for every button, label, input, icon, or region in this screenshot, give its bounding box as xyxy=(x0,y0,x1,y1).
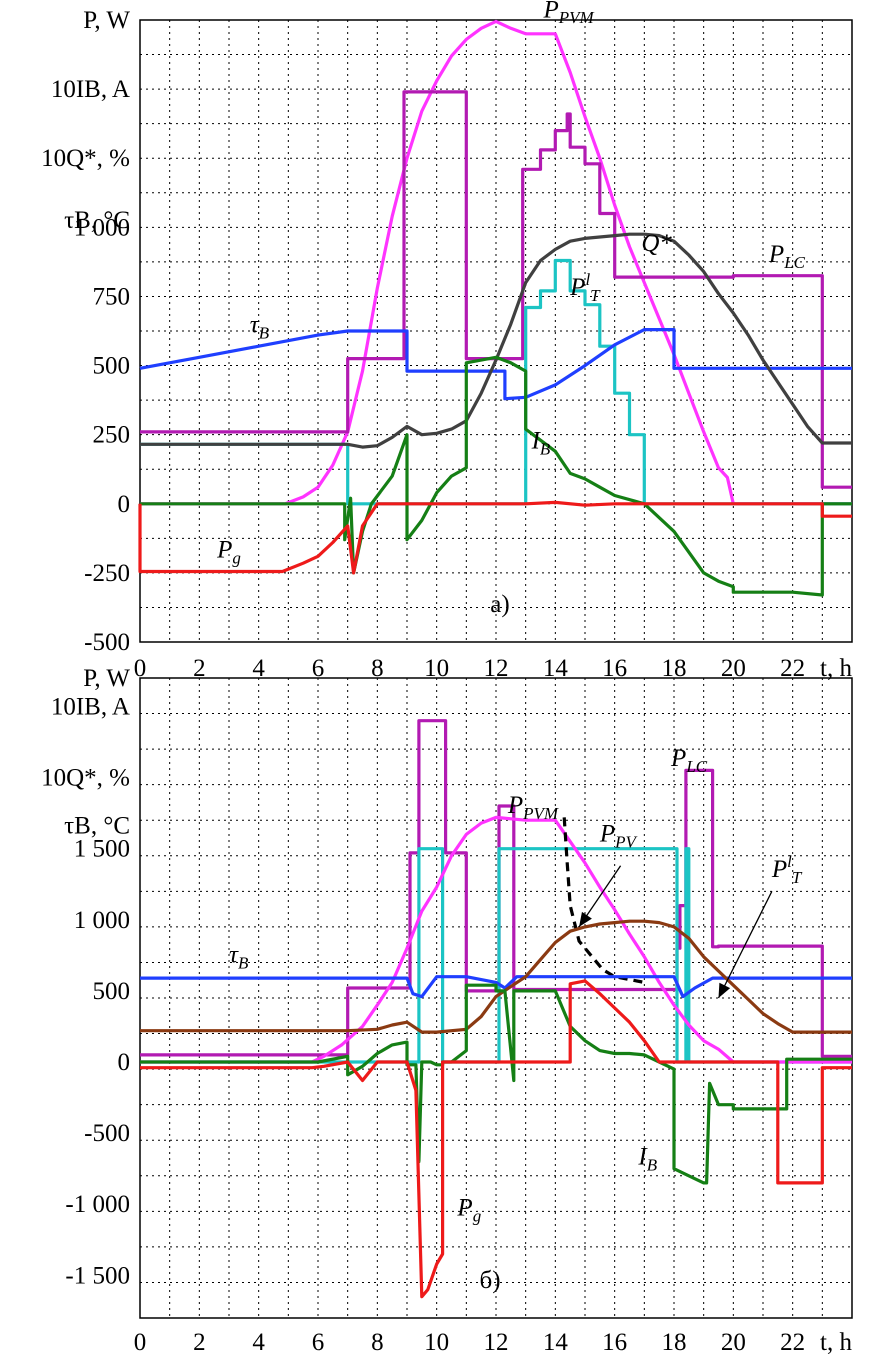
y-tick-label: 250 xyxy=(93,422,131,449)
series-label-p-t: PlT xyxy=(771,852,803,887)
series-line-q- xyxy=(140,919,852,1034)
series-label-p-g: Pg xyxy=(216,537,241,568)
y-axis-label: P, W xyxy=(83,665,130,692)
y-axis-label: 10IB, A xyxy=(51,76,130,103)
x-tick-label: 14 xyxy=(543,1329,569,1356)
panel-label: б) xyxy=(479,1267,500,1294)
y-axis-label: τB, °C xyxy=(64,207,130,234)
series-label-i-b: IB xyxy=(637,1143,657,1174)
x-tick-label: 2 xyxy=(193,655,206,682)
x-tick-label: 22 xyxy=(780,1329,805,1356)
series-label-p-lc: PLC xyxy=(768,241,806,272)
series-line-i-b xyxy=(140,355,852,597)
y-axis-label: 10Q*, % xyxy=(41,145,130,172)
series-line-p-t xyxy=(140,847,852,1064)
series-line-p-g xyxy=(140,979,852,1299)
y-axis-label: 10Q*, % xyxy=(41,765,130,792)
x-tick-label: 16 xyxy=(602,1329,627,1356)
x-tick-label: 18 xyxy=(662,1329,687,1356)
y-tick-label: 0 xyxy=(118,491,131,518)
x-tick-label: 4 xyxy=(252,1329,265,1356)
x-tick-label: 10 xyxy=(424,1329,449,1356)
x-tick-label: 4 xyxy=(252,655,265,682)
annotation-arrow-head xyxy=(718,982,731,998)
series-label-p-t: PlT xyxy=(569,270,601,305)
annotation-arrow-head xyxy=(579,911,592,927)
series-label-p-lc: PLC xyxy=(670,745,708,776)
series-line-p-lc xyxy=(140,719,852,1058)
y-axis-label: τB, °C xyxy=(64,813,130,840)
series-label-p-g: Pg xyxy=(456,1195,481,1226)
series-label-p-pvm: PPVM xyxy=(507,792,559,823)
series-label--b: τB xyxy=(250,311,270,342)
y-tick-label: -500 xyxy=(84,1120,130,1147)
y-tick-label: 1 500 xyxy=(74,836,130,863)
chart-panel-b: 1 500 1 000 500 0 -500 -1 000 -1 500 P, W10IB, … xyxy=(41,665,853,1356)
series-label-q-: Q* xyxy=(641,230,672,257)
y-axis-label: P, W xyxy=(83,7,130,34)
x-tick-label: 6 xyxy=(312,1329,325,1356)
x-tick-label: 20 xyxy=(721,1329,746,1356)
series-label-p-pv: PPV xyxy=(599,821,639,852)
chart-panel-a: 1 000 750 500 250 0 -250 -500 P, W 10IB, A 10Q*, … xyxy=(41,0,853,682)
y-tick-label: 0 xyxy=(118,1049,131,1076)
y-tick-label: -1 500 xyxy=(65,1262,130,1289)
y-axis-label: 10IB, A xyxy=(51,693,130,720)
series-line-p-g xyxy=(138,500,852,575)
series-line-q- xyxy=(140,232,852,449)
y-tick-label: -1 000 xyxy=(65,1191,130,1218)
y-tick-label: 1 000 xyxy=(74,214,130,241)
x-tick-label: 0 xyxy=(134,655,147,682)
y-tick-label: 750 xyxy=(93,283,131,310)
series-line-p-pvm xyxy=(140,19,852,506)
plot-frame xyxy=(139,677,853,1319)
x-tick-label: 8 xyxy=(371,655,384,682)
x-axis-label: t, h xyxy=(820,1329,852,1356)
x-tick-label: 8 xyxy=(371,1329,384,1356)
series-line-p-lc xyxy=(140,90,852,489)
annotation-arrow-line xyxy=(717,891,773,999)
series-line--b xyxy=(140,975,852,999)
y-tick-label: 1 000 xyxy=(74,907,130,934)
panel-label: а) xyxy=(490,591,509,618)
series-label--b: τB xyxy=(229,941,249,972)
x-tick-label: 2 xyxy=(193,1329,206,1356)
series-line-p-pvm xyxy=(140,815,852,1064)
x-tick-label: 6 xyxy=(312,655,325,682)
series-line--b xyxy=(139,328,852,401)
y-tick-label: 500 xyxy=(93,353,131,380)
series-label-p-pvm: PPVM xyxy=(542,0,594,27)
series-label-i-b: IB xyxy=(531,427,551,458)
y-tick-label: 500 xyxy=(93,978,131,1005)
x-tick-label: 12 xyxy=(484,1329,509,1356)
y-tick-label: -250 xyxy=(84,560,130,587)
series-line-p-pv xyxy=(562,817,645,984)
series-line-i-b xyxy=(140,983,852,1185)
x-tick-label: 0 xyxy=(134,1329,147,1356)
y-tick-label: -500 xyxy=(84,629,130,656)
